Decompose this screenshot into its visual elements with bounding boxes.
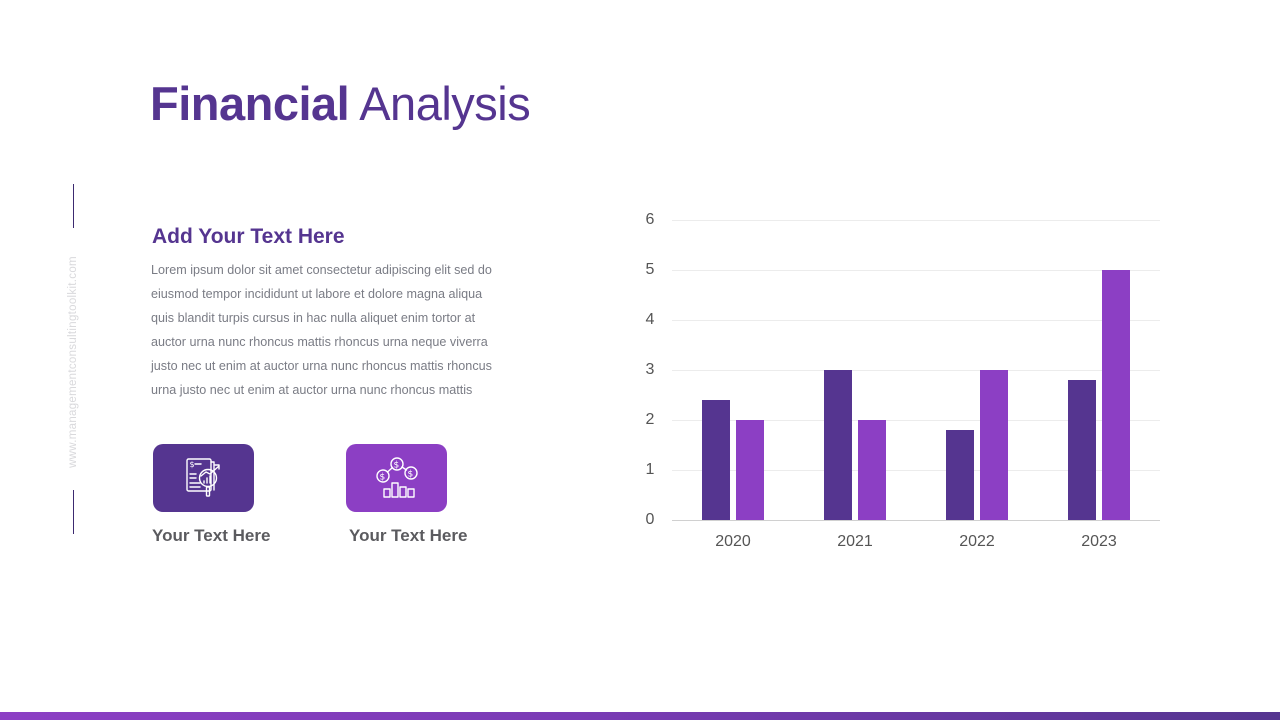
bar-2021-series-2 bbox=[858, 420, 886, 520]
x-axis-tick-label: 2021 bbox=[837, 533, 873, 550]
body-paragraph: Lorem ipsum dolor sit amet consectetur a… bbox=[151, 258, 526, 402]
bar-2022-series-1 bbox=[946, 430, 974, 520]
side-divider-top bbox=[73, 184, 74, 228]
side-divider-bottom bbox=[73, 490, 74, 534]
body-line: eiusmod tempor incididunt ut labore et d… bbox=[151, 287, 483, 301]
y-axis-tick-label: 3 bbox=[645, 361, 655, 378]
title-light: Analysis bbox=[359, 77, 531, 130]
bottom-accent-bar bbox=[0, 712, 1280, 720]
bar-2022-series-2 bbox=[980, 370, 1008, 520]
gridline bbox=[672, 370, 1160, 371]
card-label: Your Text Here bbox=[152, 526, 271, 545]
x-axis-tick-label: 2020 bbox=[715, 533, 751, 550]
svg-text:$: $ bbox=[407, 470, 413, 480]
svg-text:$: $ bbox=[189, 460, 194, 469]
bar-2020-series-2 bbox=[736, 420, 764, 520]
svg-text:$: $ bbox=[379, 473, 385, 483]
bar-2020-series-1 bbox=[702, 400, 730, 520]
gridline bbox=[672, 420, 1160, 421]
body-line: auctor urna nunc rhoncus mattis rhoncus … bbox=[151, 335, 488, 349]
bar-2023-series-1 bbox=[1068, 380, 1096, 520]
x-axis-tick-label: 2022 bbox=[959, 533, 995, 550]
icon-card-money-growth: $ $ $ bbox=[346, 444, 447, 512]
svg-text:$: $ bbox=[393, 461, 399, 471]
subheading: Add Your Text Here bbox=[152, 225, 345, 248]
gridline bbox=[672, 470, 1160, 471]
icon-card-financial-report: $ bbox=[153, 444, 254, 512]
body-line: Lorem ipsum dolor sit amet consectetur a… bbox=[151, 263, 492, 277]
money-growth-chart-icon: $ $ $ bbox=[375, 457, 418, 498]
card-label: Your Text Here bbox=[349, 526, 468, 545]
y-axis-tick-label: 1 bbox=[645, 461, 655, 478]
page-title: Financial Analysis bbox=[150, 76, 531, 131]
x-axis-line bbox=[672, 520, 1160, 521]
y-axis-tick-label: 2 bbox=[645, 411, 655, 428]
side-url-text: www.managementconsultingtoolkit.com bbox=[67, 256, 79, 468]
y-axis-tick-label: 6 bbox=[645, 211, 655, 228]
gridline bbox=[672, 320, 1160, 321]
gridline bbox=[672, 270, 1160, 271]
body-line: quis blandit turpis cursus in hac nulla … bbox=[151, 311, 476, 325]
title-bold: Financial bbox=[150, 77, 350, 130]
gridline bbox=[672, 220, 1160, 221]
bar-2023-series-2 bbox=[1102, 270, 1130, 520]
y-axis-tick-label: 0 bbox=[645, 511, 655, 528]
financial-report-analysis-icon: $ bbox=[185, 458, 220, 497]
y-axis-tick-label: 4 bbox=[645, 311, 655, 328]
body-line: justo nec ut enim at auctor urna nunc rh… bbox=[151, 359, 492, 373]
bar-2021-series-1 bbox=[824, 370, 852, 520]
bar-chart: 0 1 2 3 4 5 6 2020 2021 2022 2023 bbox=[640, 205, 1170, 565]
x-axis-tick-label: 2023 bbox=[1081, 533, 1117, 550]
y-axis-tick-label: 5 bbox=[645, 261, 655, 278]
body-line: urna justo nec ut enim at auctor urna nu… bbox=[151, 383, 473, 397]
